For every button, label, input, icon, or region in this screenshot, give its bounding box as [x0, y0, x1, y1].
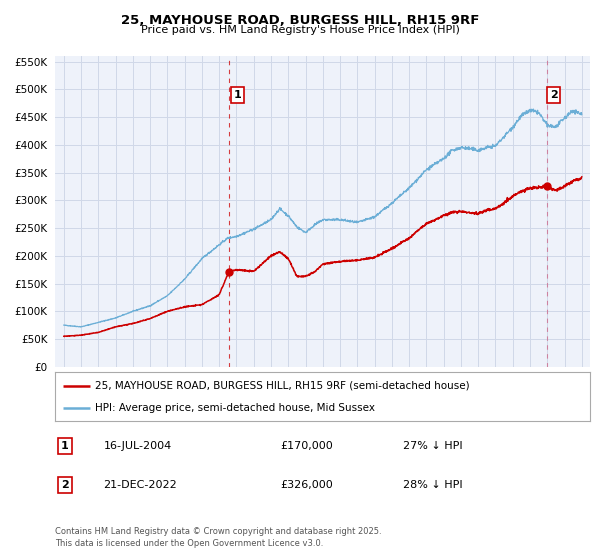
- Text: HPI: Average price, semi-detached house, Mid Sussex: HPI: Average price, semi-detached house,…: [95, 403, 376, 413]
- Text: £326,000: £326,000: [280, 480, 333, 490]
- Text: £170,000: £170,000: [280, 441, 333, 451]
- Text: 28% ↓ HPI: 28% ↓ HPI: [403, 480, 463, 490]
- Text: 16-JUL-2004: 16-JUL-2004: [103, 441, 172, 451]
- Text: 25, MAYHOUSE ROAD, BURGESS HILL, RH15 9RF (semi-detached house): 25, MAYHOUSE ROAD, BURGESS HILL, RH15 9R…: [95, 381, 470, 391]
- Text: 1: 1: [233, 90, 241, 100]
- Text: Contains HM Land Registry data © Crown copyright and database right 2025.
This d: Contains HM Land Registry data © Crown c…: [55, 527, 382, 548]
- Text: 2: 2: [61, 480, 69, 490]
- Text: 27% ↓ HPI: 27% ↓ HPI: [403, 441, 463, 451]
- Text: 2: 2: [550, 90, 557, 100]
- Text: Price paid vs. HM Land Registry's House Price Index (HPI): Price paid vs. HM Land Registry's House …: [140, 25, 460, 35]
- Text: 21-DEC-2022: 21-DEC-2022: [103, 480, 177, 490]
- Text: 1: 1: [61, 441, 69, 451]
- Text: 25, MAYHOUSE ROAD, BURGESS HILL, RH15 9RF: 25, MAYHOUSE ROAD, BURGESS HILL, RH15 9R…: [121, 14, 479, 27]
